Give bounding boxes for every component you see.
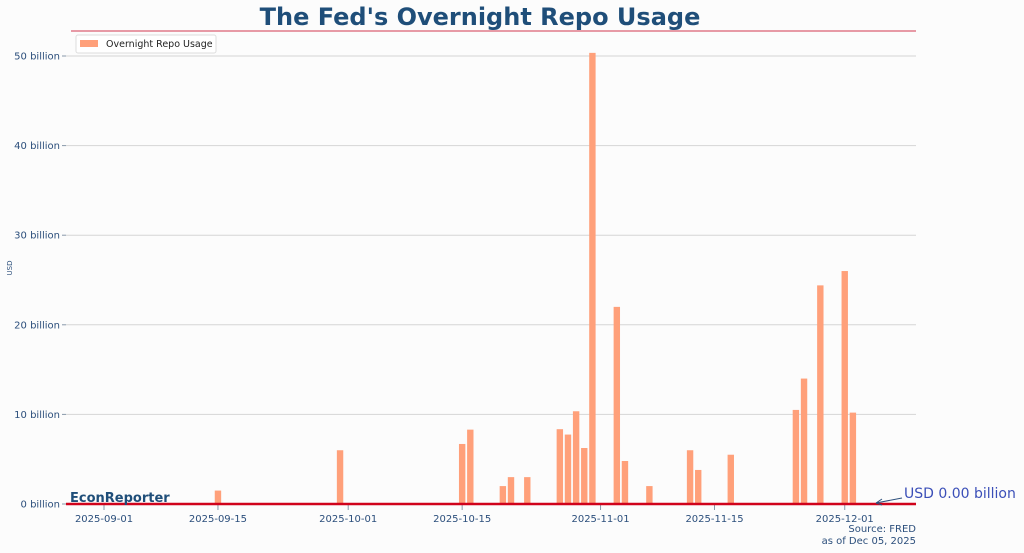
bar-2025-10-30 — [581, 448, 588, 504]
bar-2025-11-13 — [695, 469, 702, 504]
legend-label: Overnight Repo Usage — [106, 39, 213, 50]
bar-2025-12-01 — [841, 271, 848, 504]
bar-2025-10-31 — [589, 52, 596, 504]
bar-2025-10-23 — [524, 477, 531, 504]
y-tick-label: 20 billion — [14, 320, 60, 331]
x-tick-label: 2025-09-15 — [189, 514, 247, 525]
source-note: Source: FRED — [848, 524, 916, 535]
legend: Overnight Repo Usage — [75, 34, 217, 54]
bar-2025-10-16 — [467, 429, 474, 504]
watermark: EconReporter — [70, 491, 170, 506]
bar-2025-10-27 — [556, 429, 564, 504]
bar-2025-10-29 — [572, 411, 580, 504]
bar-2025-11-17 — [727, 454, 734, 504]
x-tick-label: 2025-09-01 — [75, 514, 133, 525]
bar-2025-11-07 — [646, 486, 653, 504]
bar-2025-09-30 — [336, 450, 344, 504]
bar-2025-11-25 — [792, 409, 800, 504]
bar-2025-11-26 — [800, 378, 808, 504]
bar-2025-11-04 — [621, 460, 629, 504]
x-tick-label: 2025-10-01 — [319, 514, 377, 525]
legend-swatch — [80, 40, 98, 47]
annotation-arrow — [875, 497, 903, 504]
bar-2025-10-21 — [507, 477, 515, 504]
chart-title: The Fed's Overnight Repo Usage — [260, 3, 701, 31]
bar-2025-09-15 — [214, 490, 222, 504]
bar-2025-11-03 — [613, 306, 621, 504]
x-tick-label: 2025-12-01 — [816, 514, 874, 525]
bar-2025-12-02 — [849, 412, 857, 504]
y-tick-label: 40 billion — [14, 141, 60, 152]
y-axis-label: USD — [6, 261, 14, 276]
arrow-head — [875, 498, 883, 506]
bar-2025-11-12 — [686, 450, 694, 504]
bar-2025-10-15 — [458, 443, 466, 504]
y-tick-label: 30 billion — [14, 231, 60, 242]
annotation-label: USD 0.00 billion — [904, 486, 1016, 502]
x-tick-label: 2025-10-15 — [433, 514, 491, 525]
bar-2025-10-28 — [564, 434, 572, 504]
y-tick-label: 0 billion — [21, 500, 60, 511]
as-of-note: as of Dec 05, 2025 — [822, 536, 916, 547]
y-tick-label: 50 billion — [14, 52, 60, 63]
x-tick-label: 2025-11-01 — [571, 514, 629, 525]
bar-2025-10-20 — [499, 486, 507, 504]
x-tick-label: 2025-11-15 — [685, 514, 743, 525]
bar-2025-11-28 — [817, 285, 824, 504]
y-tick-label: 10 billion — [14, 410, 60, 421]
